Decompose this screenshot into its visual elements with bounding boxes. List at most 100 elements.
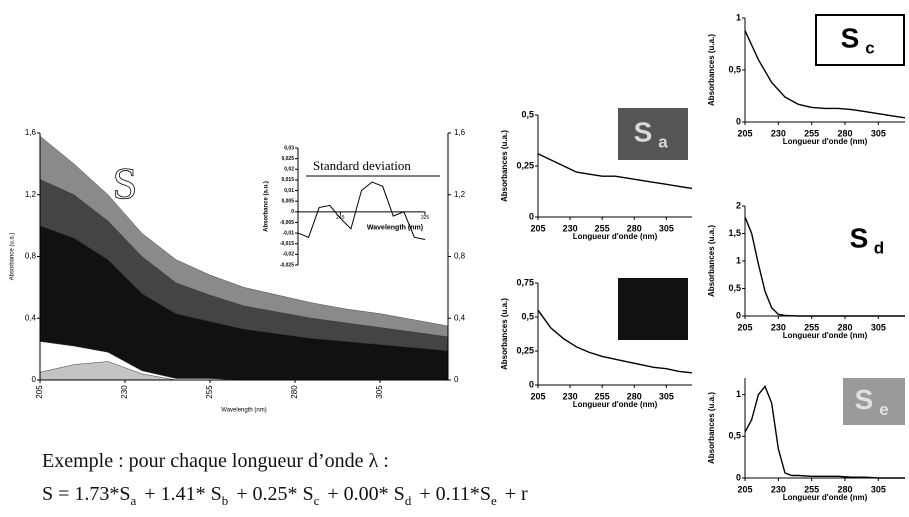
x-tick-label: 305 bbox=[871, 484, 886, 494]
label-box bbox=[618, 278, 688, 340]
equation-term: + 0.00* S bbox=[327, 483, 405, 505]
x-tick-label: 255 bbox=[205, 385, 214, 399]
box-label: S bbox=[841, 22, 860, 53]
y-tick-label: 1,6 bbox=[25, 128, 37, 137]
x-tick-label: 280 bbox=[837, 128, 852, 138]
line bbox=[537, 153, 693, 190]
y-tick-label: 1 bbox=[736, 389, 741, 399]
y-tick-label: 0 bbox=[529, 211, 534, 221]
equation-term: + 0.25* S bbox=[236, 483, 314, 505]
label-box bbox=[843, 378, 905, 425]
y-axis-label: Absorbances (u.a.) bbox=[500, 130, 509, 202]
x-tick-label: 245 bbox=[336, 215, 345, 221]
box-label-sub: c bbox=[865, 38, 874, 57]
y-tick-label: -0,02 bbox=[283, 252, 295, 258]
y2-tick-label: 0,4 bbox=[454, 313, 466, 322]
y-tick-label: 0,5 bbox=[728, 283, 741, 293]
y2-tick-label: 1,2 bbox=[454, 190, 466, 199]
y-axis-label: Absorbances (u.a.) bbox=[707, 392, 716, 464]
y2-tick-label: 1,6 bbox=[454, 128, 466, 137]
x-axis-label: Longueur d'onde (nm) bbox=[783, 137, 868, 146]
y-tick-label: 0,02 bbox=[284, 167, 294, 173]
x-tick-label: 280 bbox=[290, 385, 299, 399]
y-tick-label: 0,01 bbox=[284, 188, 294, 194]
x-tick-label: 205 bbox=[737, 128, 752, 138]
y-tick-label: 0,03 bbox=[284, 145, 294, 151]
equation-subscript: c bbox=[313, 493, 320, 508]
y-axis-label: Absorbance (a.u.) bbox=[264, 181, 270, 232]
y-tick-label: 0,025 bbox=[281, 156, 294, 162]
x-axis-label: Wavelength (nm) bbox=[221, 408, 266, 414]
y-tick-label: 0,5 bbox=[521, 109, 534, 119]
x-tick-label: 230 bbox=[563, 391, 578, 401]
y-tick-label: 0 bbox=[32, 375, 37, 384]
y-tick-label: 0,25 bbox=[516, 345, 534, 355]
x-tick-label: 230 bbox=[771, 322, 786, 332]
y-axis-label: Absorbances (u.a.) bbox=[707, 225, 716, 297]
box-label-sub: d bbox=[874, 238, 884, 257]
y-tick-label: 0,5 bbox=[521, 311, 534, 321]
caption-equation: S = 1.73*Sa + 1.41* Sb + 0.25* Sc + 0.00* S… bbox=[42, 483, 528, 509]
y-tick-label: 0 bbox=[529, 379, 534, 389]
y2-tick-label: 0,8 bbox=[454, 252, 466, 261]
equation-term: + 1.41* S bbox=[144, 483, 222, 505]
equation-subscript: d bbox=[404, 493, 412, 508]
y-tick-label: 0 bbox=[736, 116, 741, 126]
y-tick-label: 0,005 bbox=[281, 199, 294, 205]
y-tick-label: 2 bbox=[736, 200, 741, 210]
label-box bbox=[618, 108, 688, 160]
equation-subscript: a bbox=[130, 493, 137, 508]
x-tick-label: 305 bbox=[659, 391, 674, 401]
caption-intro: Exemple : pour chaque longueur d’onde λ … bbox=[42, 450, 389, 472]
y-axis-label: Absorbances (u.a.) bbox=[707, 34, 716, 106]
y-tick-label: 0,5 bbox=[728, 431, 741, 441]
y-tick-label: 0,8 bbox=[25, 252, 37, 261]
equation-term: + 0.11*S bbox=[419, 483, 491, 505]
x-tick-label: 280 bbox=[837, 484, 852, 494]
equation-term: + r bbox=[504, 483, 528, 505]
x-tick-label: 255 bbox=[804, 322, 819, 332]
x-tick-label: 230 bbox=[120, 385, 129, 399]
x-tick-label: 205 bbox=[737, 322, 752, 332]
label-box bbox=[838, 218, 900, 262]
x-tick-label: 230 bbox=[771, 484, 786, 494]
x-axis-label: Longueur d'onde (nm) bbox=[573, 400, 658, 409]
x-tick-label: 255 bbox=[804, 128, 819, 138]
y-tick-label: 0 bbox=[736, 472, 741, 482]
y-tick-label: 0 bbox=[736, 310, 741, 320]
x-tick-label: 305 bbox=[871, 128, 886, 138]
x-tick-label: 255 bbox=[595, 391, 610, 401]
line bbox=[744, 216, 905, 317]
y-tick-label: 1,5 bbox=[728, 228, 741, 238]
x-tick-label: 280 bbox=[627, 223, 642, 233]
x-tick-label: 280 bbox=[837, 322, 852, 332]
box-label: S bbox=[850, 222, 869, 253]
x-tick-label: 205 bbox=[35, 385, 44, 399]
x-axis-label: Longueur d'onde (nm) bbox=[783, 493, 868, 502]
inset-title: Standard deviation bbox=[313, 158, 411, 173]
y-axis-label: Absorbances (u.a.) bbox=[500, 298, 509, 370]
x-tick-label: 205 bbox=[530, 223, 545, 233]
y-tick-label: 0,015 bbox=[281, 177, 294, 183]
x-tick-label: 325 bbox=[421, 215, 430, 221]
box-label-sub: e bbox=[879, 400, 888, 419]
equation-subscript: e bbox=[490, 493, 497, 508]
box-label-sub: a bbox=[658, 132, 668, 151]
y-tick-label: 0,75 bbox=[516, 277, 534, 287]
x-tick-label: 305 bbox=[375, 385, 384, 399]
x-tick-label: 255 bbox=[595, 223, 610, 233]
y-tick-label: 1 bbox=[736, 255, 741, 265]
box-label: S bbox=[634, 116, 653, 147]
y-tick-label: -0,01 bbox=[283, 230, 295, 236]
x-axis-label: Longueur d'onde (nm) bbox=[783, 331, 868, 340]
y-tick-label: 0,25 bbox=[516, 160, 534, 170]
annotation: S bbox=[113, 159, 137, 208]
x-tick-label: 305 bbox=[659, 223, 674, 233]
y-tick-label: -0,025 bbox=[280, 262, 294, 268]
x-axis-label: Wavelength (nm) bbox=[367, 225, 423, 232]
x-tick-label: 280 bbox=[627, 391, 642, 401]
y-tick-label: 1 bbox=[736, 12, 741, 22]
x-tick-label: 205 bbox=[530, 391, 545, 401]
